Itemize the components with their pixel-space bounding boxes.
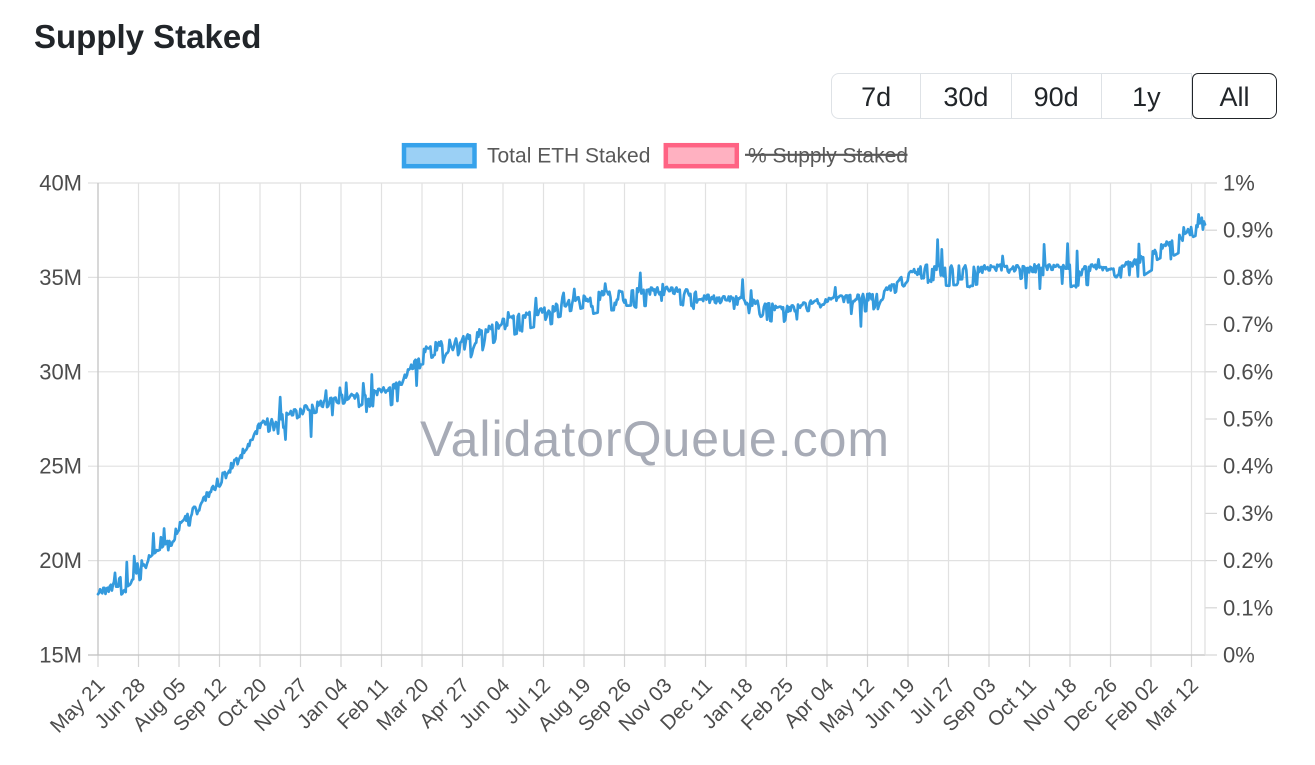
svg-text:30M: 30M	[39, 359, 82, 384]
svg-text:0.3%: 0.3%	[1223, 501, 1273, 526]
svg-text:0.4%: 0.4%	[1223, 454, 1273, 479]
svg-text:15M: 15M	[39, 643, 82, 668]
svg-text:35M: 35M	[39, 265, 82, 290]
svg-text:20M: 20M	[39, 548, 82, 573]
svg-text:ValidatorQueue.com: ValidatorQueue.com	[420, 411, 890, 467]
svg-text:0.8%: 0.8%	[1223, 265, 1273, 290]
svg-text:25M: 25M	[39, 454, 82, 479]
svg-text:Total ETH Staked: Total ETH Staked	[487, 145, 650, 168]
svg-text:0%: 0%	[1223, 643, 1255, 668]
svg-text:1%: 1%	[1223, 171, 1255, 196]
svg-text:% Supply Staked: % Supply Staked	[748, 145, 908, 168]
svg-text:0.2%: 0.2%	[1223, 548, 1273, 573]
svg-text:0.9%: 0.9%	[1223, 218, 1273, 243]
svg-text:0.1%: 0.1%	[1223, 595, 1273, 620]
svg-text:40M: 40M	[39, 171, 82, 196]
svg-text:0.5%: 0.5%	[1223, 407, 1273, 432]
svg-text:0.6%: 0.6%	[1223, 359, 1273, 384]
svg-text:0.7%: 0.7%	[1223, 312, 1273, 337]
